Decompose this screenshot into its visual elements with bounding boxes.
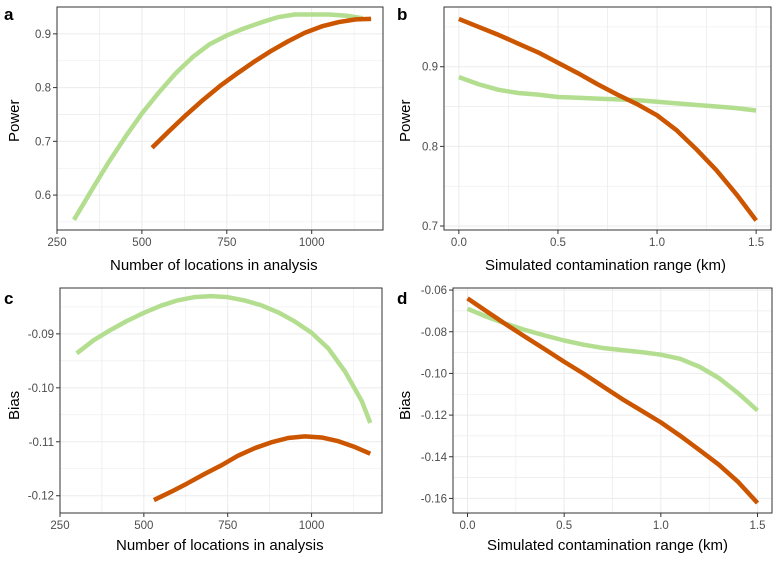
y-tick-label-b: 0.8 [422, 141, 438, 153]
y-tick-label-a: 0.6 [35, 190, 51, 202]
series-line-c-2 [152, 434, 372, 503]
y-tick-label-d: -0.06 [421, 285, 447, 297]
x-tick-label-d: 0.5 [556, 520, 572, 532]
chart-b: 0.0 0.5 1.0 1.5 0.7 0.8 0.9 [422, 6, 772, 249]
plot-frame-b [443, 6, 772, 231]
y-tick-label-c: -0.12 [28, 491, 54, 503]
x-axis-label-b: Simulated contamination range (km) [485, 257, 726, 274]
y-tick-label-c: -0.09 [28, 329, 54, 341]
chart-a: 250 500 750 1000 0.6 0.7 0.8 0.9 [35, 6, 384, 249]
y-tick-label-d: -0.12 [421, 410, 447, 422]
series-line-a-1 [72, 12, 363, 221]
x-axis-label-a: Number of locations in analysis [110, 257, 318, 274]
y-tick-label-a: 0.9 [35, 29, 51, 41]
series-line-c-1 [75, 293, 373, 424]
y-axis-label-c: Bias [6, 390, 23, 420]
y-tick-label-b: 0.7 [422, 221, 438, 233]
chart-c: 250 500 750 1000 -0.12 -0.11 -0.10 -0.09 [28, 287, 383, 532]
panel-letter-a: a [4, 5, 14, 24]
y-tick-label-a: 0.8 [35, 83, 51, 95]
x-tick-label-a: 500 [132, 237, 151, 249]
panel-letter-b: b [397, 5, 408, 24]
plot-frame-d [452, 287, 773, 514]
panel-a: a 250 500 750 1000 0.6 0.7 0.8 0.9 Number of lo… [0, 0, 390, 281]
x-tick-label-a: 750 [217, 237, 236, 249]
y-axis-label-b: Power [397, 99, 414, 142]
x-tick-label-c: 250 [50, 520, 69, 532]
x-axis-label-c: Number of locations in analysis [116, 537, 324, 554]
series-line-d-2 [466, 296, 760, 505]
x-tick-label-d: 0.0 [460, 520, 476, 532]
chart-d: 0.0 0.5 1.0 1.5 -0.16 -0.14 -0.12 -0.10 -0.08 -0.… [421, 285, 773, 532]
x-tick-label-c: 750 [218, 520, 237, 532]
x-tick-label-b: 1.5 [748, 237, 764, 249]
series-line-b-2 [458, 16, 758, 222]
x-axis-label-d: Simulated contamination range (km) [487, 537, 728, 554]
x-tick-label-a: 250 [47, 237, 66, 249]
x-tick-label-d: 1.0 [653, 520, 669, 532]
y-tick-label-d: -0.16 [421, 493, 447, 505]
x-tick-label-c: 500 [134, 520, 153, 532]
series-line-b-1 [458, 74, 757, 113]
y-tick-label-c: -0.10 [28, 383, 54, 395]
y-tick-label-d: -0.08 [421, 327, 447, 339]
series-line-a-2 [150, 16, 372, 150]
panel-letter-c: c [4, 289, 14, 308]
y-tick-label-d: -0.10 [421, 368, 447, 380]
panel-c: c 250 500 750 1000 -0.12 -0.11 -0.10 -0.09 Numb… [0, 283, 390, 562]
y-axis-label-d: Bias [397, 390, 414, 420]
x-tick-label-b: 1.0 [649, 237, 665, 249]
plot-frame-a [56, 6, 384, 231]
y-tick-label-d: -0.14 [421, 452, 448, 464]
x-tick-label-d: 1.5 [750, 520, 766, 532]
x-tick-label-a: 1000 [299, 237, 325, 249]
x-tick-label-b: 0.0 [451, 237, 467, 249]
x-tick-label-c: 1000 [299, 520, 325, 532]
plot-frame-c [59, 287, 383, 514]
y-tick-label-a: 0.7 [35, 136, 51, 148]
y-tick-label-c: -0.11 [29, 437, 54, 449]
x-tick-label-b: 0.5 [550, 237, 566, 249]
panel-b: b 0.0 0.5 1.0 1.5 0.7 0.8 0.9 Simulated contam… [390, 0, 779, 281]
panel-letter-d: d [397, 289, 408, 308]
panel-d: d 0.0 0.5 1.0 1.5 -0.16 -0.14 -0.12 -0.10 -0.08 -… [390, 283, 779, 562]
y-tick-label-b: 0.9 [422, 62, 438, 74]
y-axis-label-a: Power [6, 99, 23, 142]
series-line-d-1 [466, 306, 760, 413]
